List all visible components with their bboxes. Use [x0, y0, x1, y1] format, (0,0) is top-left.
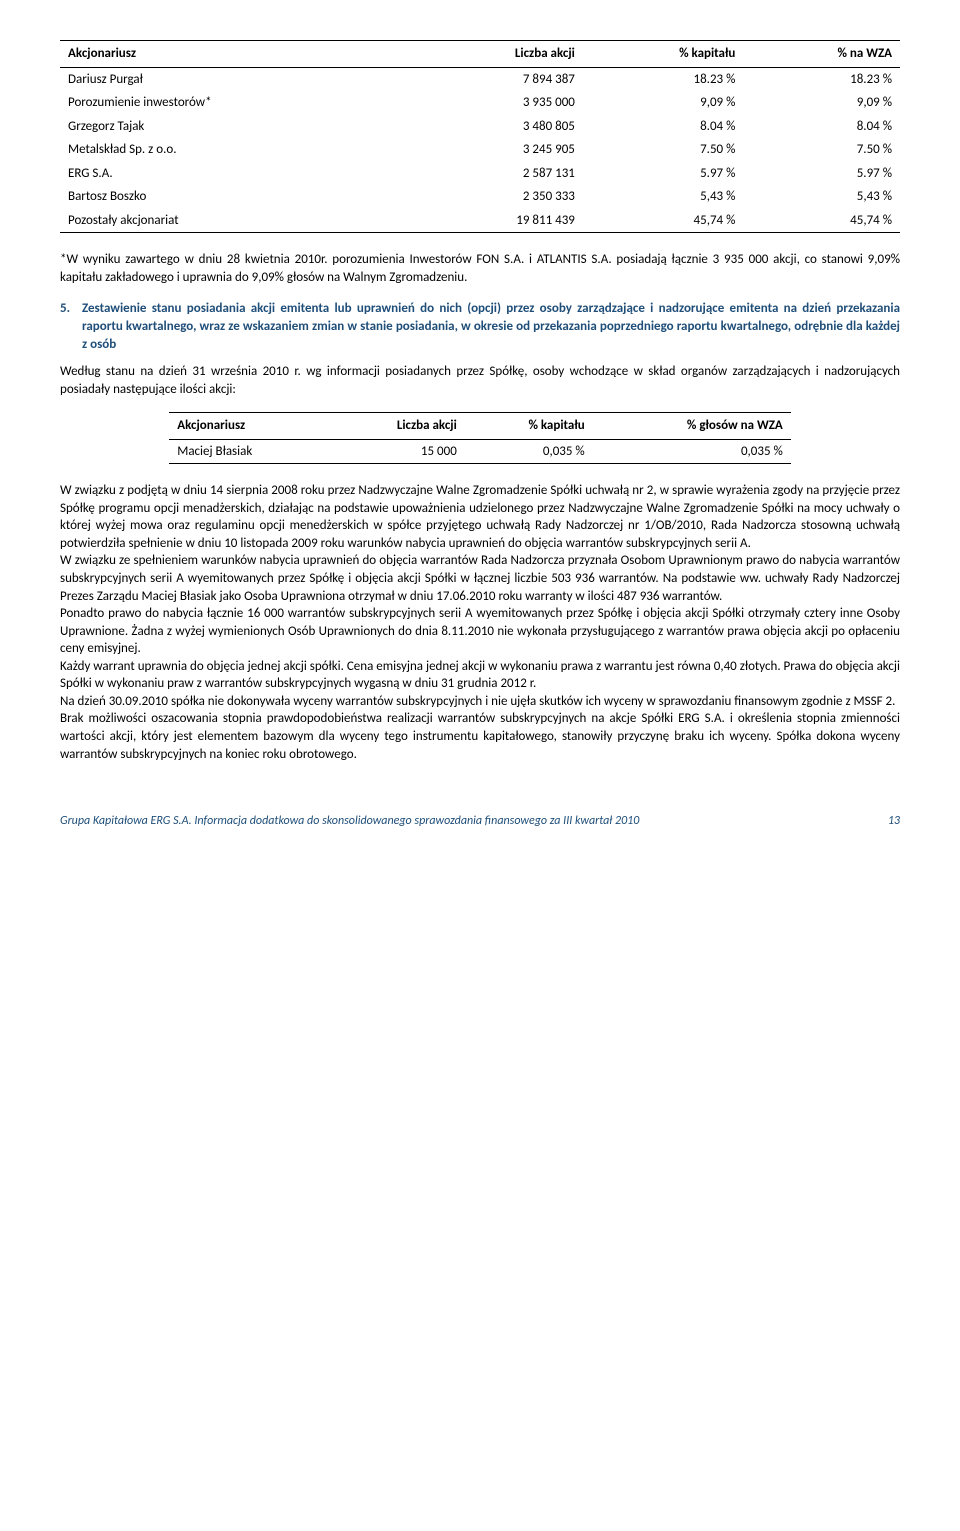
- body-paragraph: W związku ze spełnieniem warunków nabyci…: [60, 552, 900, 605]
- table-row: ERG S.A.2 587 1315.97 %5.97 %: [60, 162, 900, 186]
- col2-capital: % kapitału: [465, 413, 593, 440]
- table-row: Porozumienie inwestorów*3 935 0009,09 %9…: [60, 91, 900, 115]
- col2-shareholder: Akcjonariusz: [169, 413, 330, 440]
- page-footer: Grupa Kapitałowa ERG S.A. Informacja dod…: [60, 813, 900, 829]
- table-row: Pozostały akcjonariat19 811 43945,74 %45…: [60, 209, 900, 233]
- col-capital: % kapitału: [583, 41, 743, 68]
- para-intro-table2: Według stanu na dzień 31 września 2010 r…: [60, 363, 900, 398]
- footnote-investors: *W wyniku zawartego w dniu 28 kwietnia 2…: [60, 251, 900, 286]
- table-row: Metalskład Sp. z o.o.3 245 9057.50 %7.50…: [60, 138, 900, 162]
- col-wza: % na WZA: [743, 41, 900, 68]
- footer-text: Grupa Kapitałowa ERG S.A. Informacja dod…: [60, 813, 639, 829]
- body-paragraph: Brak możliwości oszacowania stopnia praw…: [60, 710, 900, 763]
- table-row: Grzegorz Tajak3 480 8058.04 %8.04 %: [60, 115, 900, 139]
- management-shares-table: Akcjonariusz Liczba akcji % kapitału % g…: [169, 412, 791, 464]
- body-paragraph: W związku z podjętą w dniu 14 sierpnia 2…: [60, 482, 900, 552]
- body-paragraph: Ponadto prawo do nabycia łącznie 16 000 …: [60, 605, 900, 658]
- col2-votes: % głosów na WZA: [593, 413, 791, 440]
- table-row: Maciej Błasiak15 0000,035 %0,035 %: [169, 439, 791, 464]
- col-shareholder: Akcjonariusz: [60, 41, 414, 68]
- section-title: Zestawienie stanu posiadania akcji emite…: [82, 300, 900, 353]
- body-paragraph: Każdy warrant uprawnia do objęcia jednej…: [60, 658, 900, 693]
- col-shares: Liczba akcji: [414, 41, 583, 68]
- section-5-heading: 5. Zestawienie stanu posiadania akcji em…: [60, 300, 900, 353]
- col2-shares: Liczba akcji: [330, 413, 464, 440]
- body-paragraph: Na dzień 30.09.2010 spółka nie dokonywał…: [60, 693, 900, 711]
- section-number: 5.: [60, 300, 82, 353]
- page-number: 13: [888, 813, 900, 829]
- table-row: Bartosz Boszko2 350 3335,43 %5,43 %: [60, 185, 900, 209]
- shareholders-table: Akcjonariusz Liczba akcji % kapitału % n…: [60, 40, 900, 233]
- table-row: Dariusz Purgał7 894 38718.23 %18.23 %: [60, 67, 900, 91]
